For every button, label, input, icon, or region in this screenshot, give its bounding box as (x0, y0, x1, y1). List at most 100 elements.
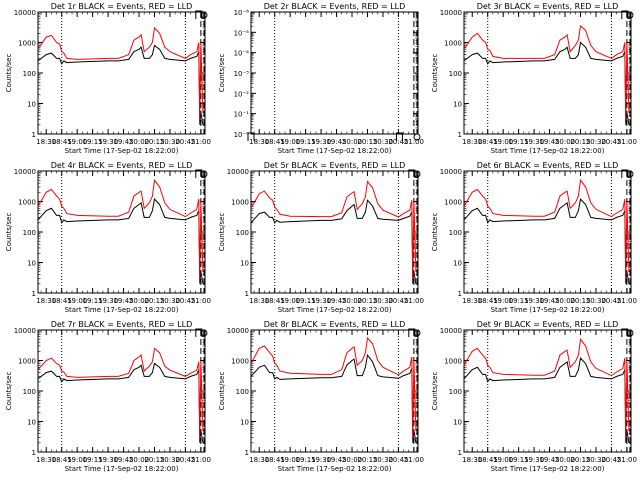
detector-panel-6: Det 6r BLACK = Events, RED = LLD 1 10 100 10… (431, 161, 637, 314)
y-axis-label: Counts/sec (431, 372, 439, 411)
bracket-marker (195, 328, 203, 337)
x-tick-label: 20:00 (129, 456, 149, 464)
circle-marker (200, 329, 208, 337)
circle-marker (626, 170, 634, 178)
x-axis-label: Start Time (17-Sep-02 18:22:00) (278, 306, 392, 314)
y-tick-label: 10⁻³ (234, 70, 250, 78)
detector-panel-3: Det 3r BLACK = Events, RED = LLD 1 10 100 10… (431, 2, 637, 155)
x-axis-label: Start Time (17-Sep-02 18:22:00) (65, 147, 179, 155)
x-tick-label: 18:30 (249, 138, 269, 146)
series-line-lld (250, 180, 417, 279)
x-tick-label: 19:30 (311, 138, 331, 146)
panel-title: Det 2r BLACK = Events, RED = LLD (264, 2, 406, 11)
y-axis-label: Counts/sec (431, 213, 439, 252)
x-tick-label: 19:30 (524, 297, 544, 305)
plot-frame (250, 329, 419, 453)
x-tick-label: 18:30 (249, 297, 269, 305)
panel-title: Det 1r BLACK = Events, RED = LLD (51, 2, 193, 11)
x-tick-label: 19:45 (113, 138, 133, 146)
y-tick-label: 10 (453, 419, 462, 427)
y-tick-label: 10 (27, 101, 36, 109)
x-tick-label: 20:30 (160, 456, 180, 464)
series-line-events (250, 199, 417, 284)
x-tick-label: 19:00 (280, 138, 300, 146)
y-tick-label: 1 (458, 131, 462, 139)
x-tick-label: 21:00 (404, 138, 424, 146)
x-tick-label: 20:00 (342, 138, 362, 146)
series-line-lld (37, 26, 204, 120)
x-tick-label: 19:15 (83, 456, 103, 464)
x-tick-label: 19:30 (524, 138, 544, 146)
x-axis-label: Start Time (17-Sep-02 18:22:00) (278, 147, 392, 155)
plot-frame (250, 11, 419, 135)
series-line-lld (463, 337, 630, 438)
bracket-marker (408, 169, 416, 178)
x-axis-label: Start Time (17-Sep-02 18:22:00) (491, 147, 605, 155)
x-tick-label: 20:15 (144, 297, 164, 305)
detector-panel-9: Det 9r BLACK = Events, RED = LLD 1 10 100 10… (431, 320, 637, 473)
detector-panel-5: Det 5r BLACK = Events, RED = LLD 1 10 100 10… (218, 161, 424, 314)
y-tick-label: 100 (449, 388, 462, 396)
circle-marker (200, 170, 208, 178)
y-tick-label: 100 (23, 229, 36, 237)
y-axis-label: Counts/sec (218, 213, 226, 252)
series-line-events (37, 362, 204, 443)
y-tick-label: 1000 (444, 358, 462, 366)
y-tick-label: 10000 (14, 327, 36, 335)
y-tick-label: 10⁻⁰ (234, 131, 250, 139)
bracket-marker (408, 328, 416, 337)
y-tick-label: 1 (245, 290, 249, 298)
x-tick-label: 21:00 (191, 297, 211, 305)
x-tick-label: 18:45 (478, 138, 498, 146)
x-tick-label: 21:00 (617, 456, 637, 464)
panel-title: Det 6r BLACK = Events, RED = LLD (477, 161, 619, 170)
x-tick-label: 21:00 (617, 297, 637, 305)
y-tick-label: 10⁻⁵ (234, 29, 250, 37)
y-tick-label: 10 (453, 260, 462, 268)
x-tick-label: 19:45 (539, 138, 559, 146)
y-tick-label: 10000 (227, 168, 249, 176)
circle-marker (200, 11, 208, 19)
y-axis-label: Counts/sec (5, 213, 13, 252)
x-tick-label: 20:45 (388, 138, 408, 146)
y-axis-label: Counts/sec (5, 372, 13, 411)
detector-panel-1: Det 1r BLACK = Events, RED = LLD 1 10 100 10… (5, 2, 211, 155)
x-tick-label: 19:45 (539, 456, 559, 464)
y-tick-label: 100 (23, 70, 36, 78)
x-axis-label: Start Time (17-Sep-02 18:22:00) (65, 465, 179, 473)
bracket-marker (621, 10, 629, 19)
series-line-lld (37, 347, 204, 438)
x-tick-label: 19:15 (509, 138, 529, 146)
panel-title: Det 4r BLACK = Events, RED = LLD (51, 161, 193, 170)
x-tick-label: 20:00 (342, 456, 362, 464)
panel-title: Det 8r BLACK = Events, RED = LLD (264, 320, 406, 329)
series-line-lld (250, 336, 417, 438)
x-tick-label: 20:15 (144, 138, 164, 146)
y-tick-label: 100 (236, 388, 249, 396)
x-tick-label: 19:00 (493, 456, 513, 464)
x-tick-label: 20:00 (129, 138, 149, 146)
circle-marker (413, 329, 421, 337)
series-line-lld (463, 24, 630, 120)
x-tick-label: 19:15 (296, 297, 316, 305)
x-tick-label: 20:45 (601, 456, 621, 464)
x-tick-label: 20:15 (144, 456, 164, 464)
x-tick-label: 20:15 (570, 456, 590, 464)
x-tick-label: 19:30 (98, 297, 118, 305)
plot-frame (37, 11, 206, 135)
x-tick-label: 18:45 (265, 297, 285, 305)
bracket-marker (195, 169, 203, 178)
y-tick-label: 100 (449, 229, 462, 237)
x-tick-label: 20:30 (373, 138, 393, 146)
y-tick-label: 10000 (227, 327, 249, 335)
y-axis-label: Counts/sec (5, 54, 13, 93)
x-tick-label: 18:45 (478, 456, 498, 464)
bracket-marker (621, 169, 629, 178)
x-tick-label: 20:15 (357, 138, 377, 146)
x-axis-label: Start Time (17-Sep-02 18:22:00) (278, 465, 392, 473)
y-tick-label: 1000 (444, 40, 462, 48)
x-tick-label: 20:30 (373, 297, 393, 305)
y-tick-label: 1000 (18, 40, 36, 48)
x-tick-label: 19:15 (83, 138, 103, 146)
